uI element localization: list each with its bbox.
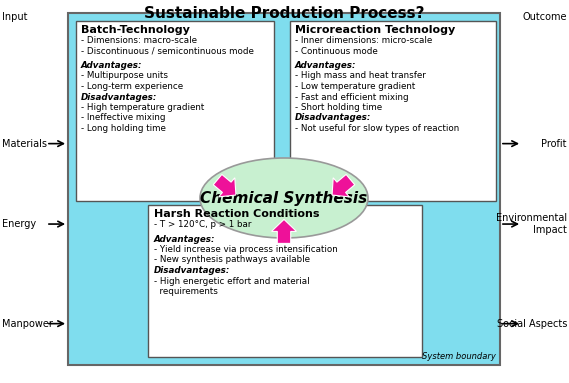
Polygon shape <box>213 174 236 197</box>
Text: - High mass and heat transfer: - High mass and heat transfer <box>295 72 426 80</box>
Text: - Multipurpose units: - Multipurpose units <box>81 72 168 80</box>
Text: Harsh Reaction Conditions: Harsh Reaction Conditions <box>154 209 320 219</box>
Text: - High energetic effort and material: - High energetic effort and material <box>154 277 310 285</box>
Text: requirements: requirements <box>154 287 218 296</box>
Text: - Long-term experience: - Long-term experience <box>81 82 183 91</box>
Text: Manpower: Manpower <box>2 319 53 329</box>
FancyBboxPatch shape <box>290 21 496 201</box>
Text: Microreaction Technology: Microreaction Technology <box>295 25 455 35</box>
Text: Batch-Technology: Batch-Technology <box>81 25 190 35</box>
Text: - High temperature gradient: - High temperature gradient <box>81 103 204 112</box>
Text: Social Aspects: Social Aspects <box>497 319 567 329</box>
Text: Materials: Materials <box>2 139 47 149</box>
Text: - Short holding time: - Short holding time <box>295 103 382 112</box>
Text: - Continuous mode: - Continuous mode <box>295 46 378 56</box>
Text: Profit: Profit <box>542 139 567 149</box>
FancyBboxPatch shape <box>76 21 274 201</box>
Text: Outcome: Outcome <box>522 12 567 22</box>
Text: - New synthesis pathways available: - New synthesis pathways available <box>154 255 310 265</box>
Text: Disadvantages:: Disadvantages: <box>295 113 372 123</box>
Text: Advantages:: Advantages: <box>154 234 216 244</box>
Text: - Ineffective mixing: - Ineffective mixing <box>81 113 166 123</box>
Polygon shape <box>271 219 296 244</box>
Text: Environmental
Impact: Environmental Impact <box>496 213 567 235</box>
Text: Advantages:: Advantages: <box>295 61 357 70</box>
Text: - Not useful for slow types of reaction: - Not useful for slow types of reaction <box>295 124 459 133</box>
Text: - Inner dimensions: micro-scale: - Inner dimensions: micro-scale <box>295 36 432 45</box>
Text: Sustainable Production Process?: Sustainable Production Process? <box>145 6 424 21</box>
FancyBboxPatch shape <box>148 205 422 357</box>
Polygon shape <box>332 174 354 197</box>
Text: Disadvantages:: Disadvantages: <box>81 93 158 101</box>
Text: - Dimensions: macro-scale: - Dimensions: macro-scale <box>81 36 197 45</box>
Text: - Yield increase via process intensification: - Yield increase via process intensifica… <box>154 245 338 254</box>
Text: Disadvantages:: Disadvantages: <box>154 266 230 275</box>
Text: Advantages:: Advantages: <box>81 61 142 70</box>
FancyBboxPatch shape <box>68 13 500 365</box>
Text: - Fast and efficient mixing: - Fast and efficient mixing <box>295 93 409 101</box>
Text: - Low temperature gradient: - Low temperature gradient <box>295 82 415 91</box>
Ellipse shape <box>200 158 368 238</box>
Text: System boundary: System boundary <box>422 352 496 361</box>
Text: Energy: Energy <box>2 219 36 229</box>
Text: - Discontinuous / semicontinuous mode: - Discontinuous / semicontinuous mode <box>81 46 254 56</box>
Text: Chemical Synthesis: Chemical Synthesis <box>200 190 368 206</box>
Text: - Long holding time: - Long holding time <box>81 124 166 133</box>
Text: - T > 120°C, p > 1 bar: - T > 120°C, p > 1 bar <box>154 220 251 229</box>
Text: Input: Input <box>2 12 27 22</box>
